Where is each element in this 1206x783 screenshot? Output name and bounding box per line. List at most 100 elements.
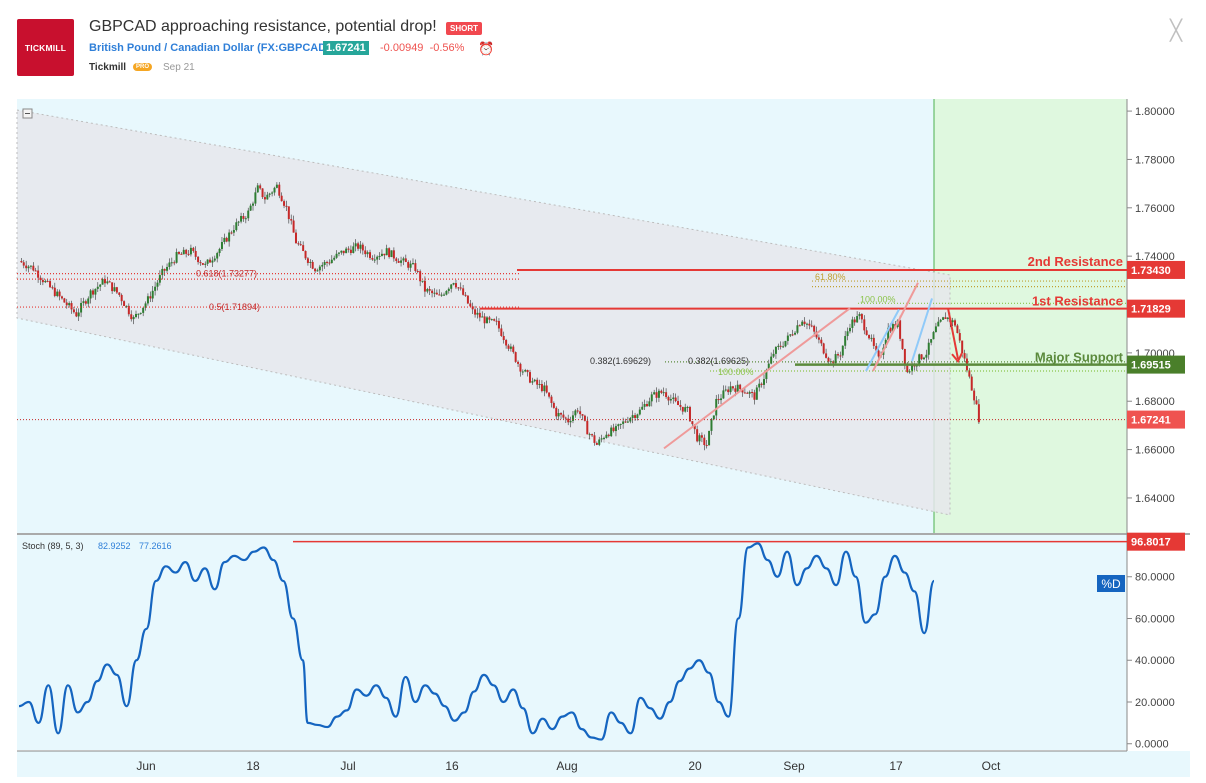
candle-body bbox=[708, 430, 711, 446]
candle-body bbox=[58, 291, 61, 297]
candle-body bbox=[595, 442, 598, 445]
stoch-tick-label: 80.0000 bbox=[1135, 572, 1175, 584]
candle-body bbox=[113, 287, 116, 292]
candle-body bbox=[25, 265, 28, 269]
candle-body bbox=[720, 398, 723, 401]
candle-body bbox=[569, 420, 572, 423]
candle-body bbox=[220, 242, 223, 249]
candle-body bbox=[476, 312, 479, 315]
candle-body bbox=[75, 312, 78, 317]
candle-body bbox=[337, 252, 340, 254]
first-resistance-price-tag-bg bbox=[1127, 299, 1185, 318]
candle-body bbox=[954, 320, 957, 326]
candle-body bbox=[674, 397, 677, 402]
candle-body bbox=[108, 281, 111, 283]
tickmill-logo[interactable]: TICKMILL bbox=[17, 19, 74, 76]
candle-body bbox=[531, 381, 534, 383]
candle-body bbox=[786, 335, 789, 341]
candle-body bbox=[951, 320, 954, 323]
candle-body bbox=[70, 303, 73, 310]
candle-body bbox=[96, 286, 99, 289]
candle-body bbox=[638, 409, 641, 415]
candle-body bbox=[335, 253, 338, 258]
candle-body bbox=[920, 354, 923, 360]
candle-body bbox=[173, 262, 176, 264]
candle-body bbox=[440, 294, 443, 296]
candle-body bbox=[297, 243, 300, 245]
candle-body bbox=[634, 415, 637, 418]
alarm-clock-icon[interactable]: ⏰ bbox=[478, 41, 495, 56]
symbol-name[interactable]: British Pound / Canadian Dollar bbox=[89, 42, 255, 54]
candle-body bbox=[242, 215, 245, 219]
candle-body bbox=[201, 263, 204, 265]
candle-body bbox=[657, 390, 660, 398]
candle-body bbox=[314, 268, 317, 272]
candle-body bbox=[660, 390, 663, 393]
candle-body bbox=[44, 280, 47, 283]
candle-body bbox=[875, 345, 878, 351]
candle-body bbox=[583, 415, 586, 421]
candle-body bbox=[275, 184, 278, 188]
candle-body bbox=[259, 185, 262, 189]
candle-body bbox=[240, 215, 243, 222]
candle-body bbox=[684, 407, 687, 412]
candle-body bbox=[770, 356, 773, 364]
author-name[interactable]: Tickmill bbox=[89, 62, 127, 73]
candle-body bbox=[784, 340, 787, 347]
time-axis-bg bbox=[17, 751, 1190, 777]
candle-body bbox=[89, 290, 92, 299]
candle-body bbox=[87, 298, 90, 304]
candle-body bbox=[230, 232, 233, 234]
price-tick-label: 1.64000 bbox=[1135, 493, 1175, 505]
candle-body bbox=[748, 391, 751, 394]
major-support-price-tag-bg bbox=[1127, 355, 1185, 374]
candle-body bbox=[906, 364, 909, 373]
symbol-ticker[interactable]: (FX:GBPCAD) bbox=[257, 42, 330, 54]
candle-body bbox=[552, 402, 555, 408]
candle-body bbox=[127, 305, 130, 315]
candle-body bbox=[185, 249, 188, 254]
candle-body bbox=[712, 415, 715, 420]
candle-body bbox=[333, 257, 336, 260]
candle-body bbox=[469, 303, 472, 307]
candle-body bbox=[643, 404, 646, 407]
candle-body bbox=[123, 301, 126, 306]
candle-body bbox=[51, 287, 54, 289]
candle-body bbox=[151, 290, 154, 299]
symbol-link[interactable]: British Pound / Canadian Dollar (FX:GBPC… bbox=[89, 42, 330, 54]
candle-body bbox=[103, 278, 106, 284]
candle-body bbox=[841, 345, 844, 356]
candle-body bbox=[490, 319, 493, 321]
candle-body bbox=[519, 363, 522, 372]
candle-body bbox=[345, 248, 348, 254]
candle-body bbox=[278, 184, 281, 196]
major-support-label: Major Support bbox=[1035, 350, 1124, 365]
candle-body bbox=[591, 434, 594, 436]
candle-body bbox=[80, 302, 83, 313]
time-tick-label: 17 bbox=[889, 759, 903, 773]
candle-body bbox=[789, 334, 792, 336]
candle-body bbox=[206, 259, 209, 264]
candle-body bbox=[366, 252, 369, 255]
candle-body bbox=[483, 316, 486, 324]
candle-body bbox=[457, 287, 460, 289]
close-icon[interactable]: ╳ bbox=[1170, 20, 1183, 42]
candle-body bbox=[686, 406, 689, 408]
candle-body bbox=[560, 413, 563, 415]
candle-body bbox=[304, 250, 307, 259]
candle-body bbox=[22, 262, 25, 266]
candle-body bbox=[753, 392, 756, 400]
last-price-badge: 1.67241 bbox=[323, 41, 369, 55]
short-badge: SHORT bbox=[446, 22, 482, 35]
candle-body bbox=[56, 291, 59, 296]
candle-body bbox=[500, 328, 503, 336]
candle-body bbox=[302, 245, 305, 251]
candle-body bbox=[665, 392, 668, 398]
candle-body bbox=[433, 292, 436, 294]
candle-body bbox=[798, 325, 801, 327]
candle-body bbox=[247, 210, 250, 219]
candle-body bbox=[911, 364, 914, 372]
candle-body bbox=[411, 263, 414, 265]
candle-body bbox=[271, 192, 274, 194]
